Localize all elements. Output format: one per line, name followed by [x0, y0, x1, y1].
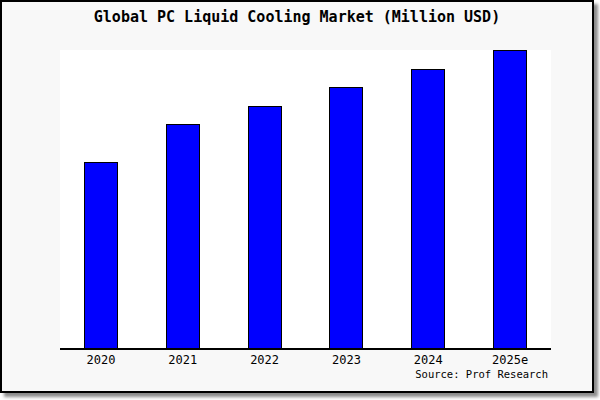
bar-2024	[411, 69, 445, 348]
x-tick-label-2025e: 2025e	[470, 353, 550, 367]
bar-2022	[248, 106, 282, 348]
source-label: Source: Prof Research	[415, 368, 548, 380]
bar-2020	[84, 162, 118, 348]
bar-2021	[166, 124, 200, 348]
plot-area	[60, 50, 551, 350]
x-tick-label-2022: 2022	[225, 353, 305, 367]
chart-panel: Global PC Liquid Cooling Market (Million…	[0, 0, 594, 393]
x-tick-label-2024: 2024	[388, 353, 468, 367]
chart-title: Global PC Liquid Cooling Market (Million…	[2, 8, 592, 26]
bar-2025e	[493, 50, 527, 348]
x-tick-label-2021: 2021	[143, 353, 223, 367]
x-tick-label-2020: 2020	[61, 353, 141, 367]
bar-2023	[329, 87, 363, 348]
x-tick-label-2023: 2023	[306, 353, 386, 367]
x-axis-labels: 202020212022202320242025e	[60, 353, 551, 369]
